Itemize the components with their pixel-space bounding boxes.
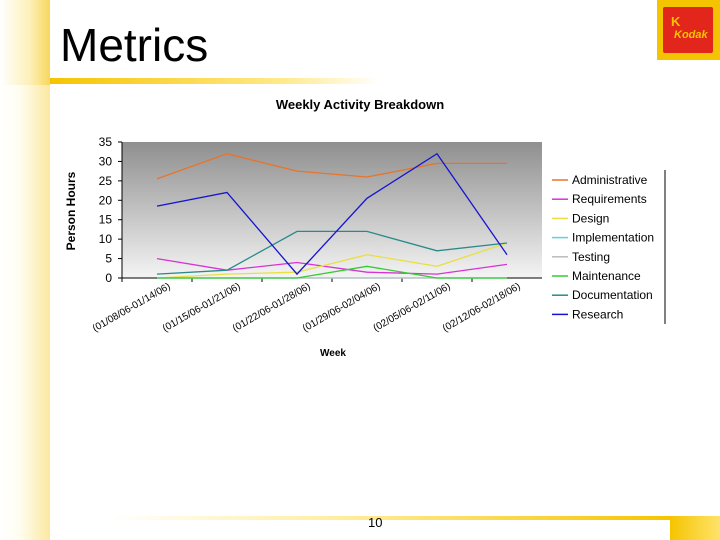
y-tick-label: 15: [99, 213, 113, 227]
kodak-logo: K Kodak: [657, 0, 720, 60]
legend-label-research: Research: [572, 307, 623, 321]
page-number: 10: [368, 515, 383, 530]
legend-label-testing: Testing: [572, 250, 610, 264]
bottom-decor-rule: [110, 516, 670, 520]
series-line-research: [156, 152, 508, 276]
legend-label-maintenance: Maintenance: [572, 269, 641, 283]
legend-label-documentation: Documentation: [572, 288, 653, 302]
legend-label-requirements: Requirements: [572, 192, 647, 206]
y-tick-label: 0: [105, 271, 112, 285]
series-line-documentation: [156, 230, 508, 275]
y-tick-label: 20: [99, 193, 113, 207]
x-tick-label: (02/05/06-02/11/06): [372, 281, 453, 334]
left-decor-bar: [0, 0, 50, 540]
y-tick-label: 10: [99, 232, 113, 246]
y-axis-label: Person Hours: [64, 171, 78, 250]
kodak-logo-mark: K Kodak: [663, 7, 713, 53]
left-decor-bar-top: [0, 0, 50, 85]
plot-area: [122, 142, 542, 278]
y-tick-label: 25: [99, 174, 113, 188]
title-underline: [50, 78, 380, 84]
x-axis-label: Week: [320, 348, 346, 359]
legend-label-administrative: Administrative: [572, 173, 648, 187]
x-tick-label: (01/29/06-02/04/06): [301, 281, 383, 334]
page-title: Metrics: [60, 19, 209, 71]
legend-label-implementation: Implementation: [572, 231, 654, 245]
series-line-design: [156, 242, 508, 279]
kodak-k-glyph: K: [671, 14, 681, 29]
series-line-requirements: [156, 257, 508, 275]
x-tick-label: (01/22/06-01/28/06): [231, 281, 313, 334]
series-line-maintenance: [157, 265, 507, 279]
y-tick-label: 5: [105, 252, 112, 266]
x-tick-label: (01/08/06-01/14/06): [91, 281, 173, 334]
kodak-logo-text: Kodak: [674, 29, 708, 41]
legend-label-design: Design: [572, 211, 609, 225]
x-tick-label: (01/15/06-01/21/06): [161, 281, 243, 334]
bottom-right-decor: [670, 516, 720, 540]
series-line-administrative: [156, 153, 507, 180]
x-tick-label: (02/12/06-02/18/06): [441, 281, 523, 334]
legend-box: [548, 170, 665, 324]
chart-title: Weekly Activity Breakdown: [276, 97, 444, 112]
y-tick-label: 35: [99, 135, 113, 149]
y-tick-label: 30: [99, 154, 113, 168]
